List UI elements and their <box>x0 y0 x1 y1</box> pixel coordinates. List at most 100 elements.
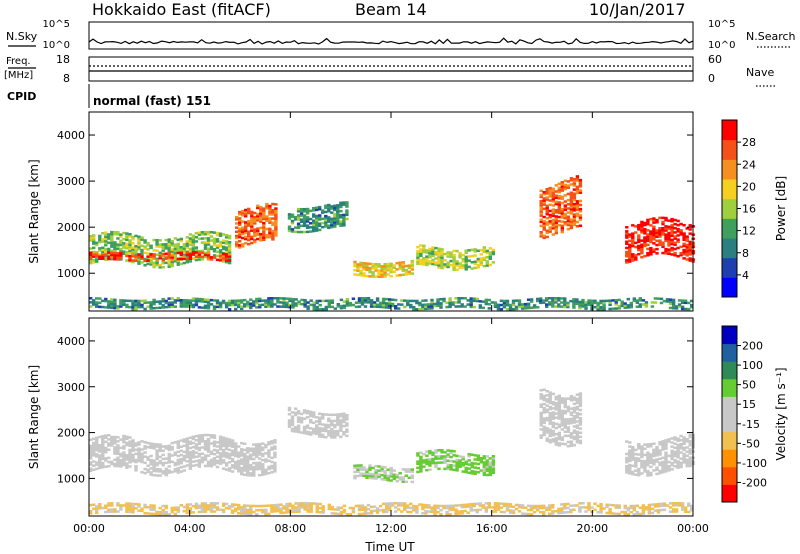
range-cell <box>652 442 656 445</box>
range-cell <box>658 463 662 467</box>
range-cell <box>246 510 250 514</box>
range-cell <box>279 297 283 300</box>
range-cell <box>240 305 244 308</box>
range-cell <box>416 258 420 261</box>
range-cell <box>632 297 636 300</box>
range-cell <box>241 230 245 234</box>
range-cell <box>629 303 633 307</box>
range-cell <box>330 434 334 437</box>
range-cell <box>188 467 193 470</box>
range-cell <box>357 301 362 304</box>
range-cell <box>409 506 413 510</box>
range-cell <box>569 397 574 400</box>
range-cell <box>652 452 656 456</box>
range-cell <box>179 299 183 302</box>
range-cell <box>336 210 340 213</box>
range-cell <box>434 253 438 256</box>
range-cell <box>661 216 665 220</box>
range-cell <box>176 238 180 242</box>
range-cell <box>676 462 680 465</box>
range-cell <box>351 297 356 300</box>
range-cell <box>336 220 340 224</box>
range-cell <box>287 229 292 233</box>
range-cell <box>179 462 183 465</box>
range-cell <box>375 511 380 514</box>
range-cell <box>446 255 450 258</box>
range-cell <box>110 460 114 464</box>
range-cell <box>520 506 525 509</box>
range-cell <box>439 508 443 512</box>
range-cell <box>406 299 410 303</box>
range-cell <box>383 263 387 266</box>
range-cell <box>431 246 435 249</box>
range-cell <box>554 184 558 187</box>
range-cell <box>119 247 123 251</box>
range-cell <box>548 506 552 509</box>
range-cell <box>170 297 174 300</box>
range-cell <box>670 246 674 250</box>
range-cell <box>110 444 114 447</box>
range-cell <box>243 454 247 458</box>
range-cell <box>614 303 618 306</box>
range-cell <box>149 303 153 306</box>
range-cell <box>548 432 552 436</box>
range-cell <box>237 303 241 306</box>
range-cell <box>212 459 217 462</box>
range-cell <box>237 453 241 456</box>
range-cell <box>234 446 238 449</box>
range-cell <box>529 306 534 309</box>
range-cell <box>149 461 153 464</box>
range-cell <box>676 255 680 258</box>
range-cell <box>557 195 561 198</box>
range-cell <box>249 457 253 461</box>
range-cell <box>261 471 265 474</box>
range-cell <box>449 253 453 257</box>
range-cell <box>256 204 260 208</box>
range-cell <box>563 422 567 425</box>
range-cell <box>164 457 168 460</box>
range-cell <box>454 510 458 513</box>
range-cell <box>649 453 653 456</box>
range-cell <box>649 461 653 464</box>
range-cell <box>227 444 232 447</box>
range-cell <box>668 510 673 513</box>
range-cell <box>688 244 692 248</box>
range-cell <box>104 306 108 309</box>
range-cell <box>224 447 229 451</box>
range-cell <box>611 307 615 310</box>
freq-label: Freq. <box>6 56 31 67</box>
range-cell <box>560 422 564 425</box>
range-cell <box>545 408 549 412</box>
range-cell <box>140 509 144 513</box>
range-cell <box>673 235 677 238</box>
range-cell <box>149 442 153 445</box>
range-cell <box>212 237 217 241</box>
range-cell <box>461 462 465 465</box>
range-cell <box>662 502 667 505</box>
range-cell <box>536 299 540 303</box>
range-cell <box>227 234 232 238</box>
range-cell <box>182 257 186 261</box>
range-cell <box>578 210 583 213</box>
range-cell <box>415 509 419 512</box>
range-cell <box>290 429 295 433</box>
range-cell <box>625 242 629 245</box>
range-cell <box>92 460 96 463</box>
range-cell <box>539 231 543 234</box>
range-cell <box>667 238 671 241</box>
range-cell <box>218 443 223 447</box>
range-cell <box>315 216 319 220</box>
range-cell <box>309 217 313 221</box>
range-cell <box>563 403 567 407</box>
range-cell <box>212 299 217 302</box>
range-cell <box>161 453 165 457</box>
range-cell <box>679 253 683 257</box>
range-cell <box>276 509 280 513</box>
range-cell <box>488 257 492 260</box>
range-cell <box>415 505 419 508</box>
range-cell <box>89 259 93 263</box>
range-cell <box>536 504 540 508</box>
range-cell <box>128 461 132 464</box>
range-cell <box>542 427 546 431</box>
range-cell <box>158 445 162 448</box>
